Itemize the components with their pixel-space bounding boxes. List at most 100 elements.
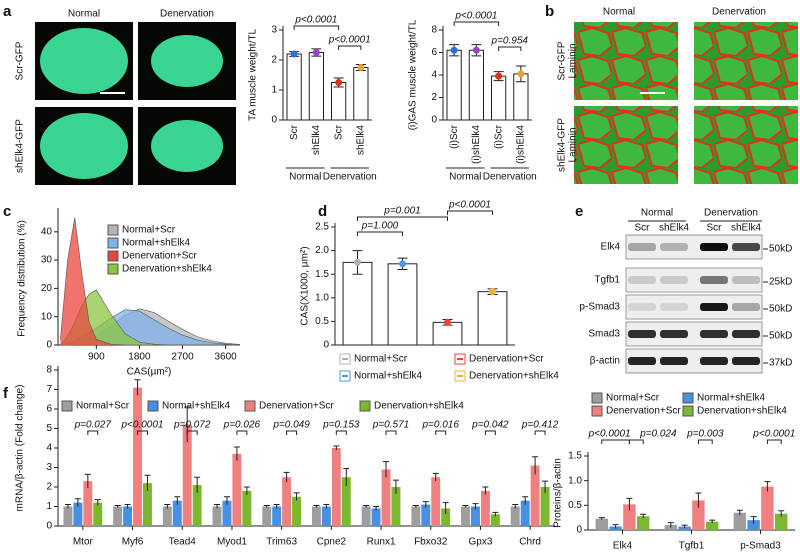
bar <box>93 502 103 526</box>
significance-bracket <box>338 45 362 50</box>
p-value: p=0.003 <box>686 429 724 440</box>
bar <box>321 506 331 526</box>
y-axis-label: TA muscle weight/TL <box>248 29 259 122</box>
muscle-shape <box>40 113 128 179</box>
x-tick-label: (i)Scr <box>493 124 504 149</box>
legend-label: Denervation+shElk4 <box>122 264 212 275</box>
y-axis-label: (i)GAS muscle weight/TL <box>408 19 419 130</box>
significance-bracket <box>357 216 448 221</box>
panel-label: e <box>575 203 583 220</box>
bar <box>421 504 431 526</box>
error-bar <box>422 501 429 508</box>
significance-bracket <box>335 430 347 435</box>
y-tick-label: 2 <box>46 482 52 493</box>
bar-mean-marker <box>472 46 480 54</box>
y-tick-label: 0 <box>271 115 277 126</box>
legend-label: Denervation+Scr <box>259 401 334 412</box>
bar-mean-marker <box>450 46 458 54</box>
y-tick-label: 0 <box>323 340 329 351</box>
bar <box>774 513 788 530</box>
significance-bracket <box>766 439 782 444</box>
significance-bracket <box>453 21 500 26</box>
error-bar <box>94 499 101 506</box>
error-bar <box>482 486 489 495</box>
p-value: p=0.027 <box>74 420 112 431</box>
y-axis-label: Proteins/β-actin <box>553 458 564 528</box>
error-bar <box>323 504 330 509</box>
legend-label: Normal+shElk4 <box>162 401 231 412</box>
protein-label: Elk4 <box>601 242 621 253</box>
lane-label: shElk4 <box>731 223 761 234</box>
bar-mean-marker <box>495 72 503 80</box>
x-tick-label: 900 <box>88 352 105 363</box>
legend-swatch <box>244 400 256 412</box>
bar <box>123 506 133 526</box>
lane-label: shElk4 <box>659 223 689 234</box>
bar <box>292 496 302 526</box>
p-value: p=0.016 <box>421 420 459 431</box>
bar <box>446 49 462 121</box>
blot-band <box>660 357 688 365</box>
protein-label: Smad3 <box>588 329 620 340</box>
legend-swatch <box>107 224 119 236</box>
bar <box>540 487 550 526</box>
blot-band <box>628 276 656 284</box>
size-label: 50kD <box>769 331 792 342</box>
bar <box>341 477 351 526</box>
panel-label: f <box>3 385 9 402</box>
error-bar <box>532 456 539 475</box>
bar <box>142 483 152 526</box>
significance-bracket <box>697 439 713 444</box>
histology-image <box>574 22 678 100</box>
legend-label: Normal+shElk4 <box>354 371 423 382</box>
error-bar <box>373 506 380 511</box>
y-tick-label: 1.5 <box>568 451 582 462</box>
y-tick-label: 4 <box>46 443 52 454</box>
axis-line <box>57 366 555 527</box>
blot-strip <box>625 294 763 320</box>
error-bar <box>472 503 479 510</box>
x-tick-label: Myod1 <box>217 537 247 548</box>
blot-band <box>732 357 760 365</box>
bar <box>242 490 252 526</box>
image-row-label: Scr-GFP <box>15 41 26 80</box>
error-bar <box>492 511 499 517</box>
p-value: p=0.412 <box>521 420 559 431</box>
error-bar <box>114 505 121 508</box>
legend-label: Normal+shElk4 <box>122 238 191 249</box>
bar <box>262 506 272 526</box>
error-bar <box>522 496 529 505</box>
y-tick-label: 1 <box>271 85 277 96</box>
image-row-label: shElk4-GFP <box>557 118 568 172</box>
significance-bracket <box>137 430 148 435</box>
bar-mean-marker <box>312 49 320 56</box>
significance-bracket <box>435 430 447 435</box>
y-tick-label: 40 <box>41 226 53 237</box>
significance-bracket <box>357 231 403 236</box>
error-bar <box>681 524 688 529</box>
x-tick-label: 2700 <box>171 352 194 363</box>
significance-bracket <box>293 25 340 30</box>
y-tick-label: 30 <box>41 255 53 266</box>
histology-image <box>694 106 798 184</box>
y-tick-label: 2 <box>431 92 437 103</box>
histology-image <box>694 22 798 100</box>
blot-band <box>732 243 760 251</box>
error-bar <box>263 505 270 508</box>
error-bar <box>512 504 519 509</box>
error-bar <box>134 379 141 396</box>
histology-image <box>574 106 678 184</box>
significance-bracket <box>186 430 198 435</box>
error-bar <box>144 474 151 491</box>
size-label: 25kD <box>769 277 792 288</box>
x-tick-label: (i)shElk4 <box>471 125 482 164</box>
blot-band <box>660 330 688 338</box>
bar <box>733 512 747 530</box>
protein-label: p-Smad3 <box>579 302 620 313</box>
blot-band <box>732 303 760 311</box>
y-tick-label: 8 <box>431 25 437 36</box>
y-tick-label: 6 <box>46 404 52 415</box>
y-tick-label: 7 <box>46 384 52 395</box>
p-value: p=0.153 <box>322 420 360 431</box>
image-row-label: Laminin <box>568 43 579 78</box>
